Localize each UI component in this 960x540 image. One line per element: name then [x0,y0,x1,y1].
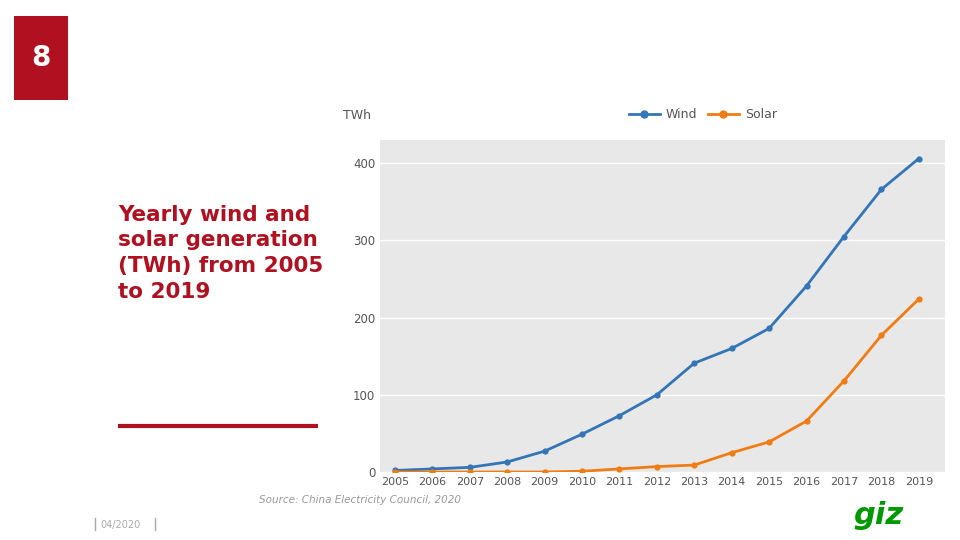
Text: TWh: TWh [344,109,372,122]
Text: 8: 8 [32,44,51,72]
Text: Source: China Electricity Council, 2020: Source: China Electricity Council, 2020 [259,495,461,505]
FancyBboxPatch shape [597,14,960,102]
Text: giz: giz [853,501,903,530]
Text: 04/2020: 04/2020 [101,520,141,530]
Text: Electricity from wind and solar continues to rise rapidly: Electricity from wind and solar continue… [82,37,506,52]
Text: Yearly wind and
solar generation
(TWh) from 2005
to 2019: Yearly wind and solar generation (TWh) f… [118,205,324,302]
Text: in absolute terms: in absolute terms [82,70,216,85]
Legend: Wind, Solar: Wind, Solar [624,103,782,126]
FancyBboxPatch shape [14,16,68,100]
